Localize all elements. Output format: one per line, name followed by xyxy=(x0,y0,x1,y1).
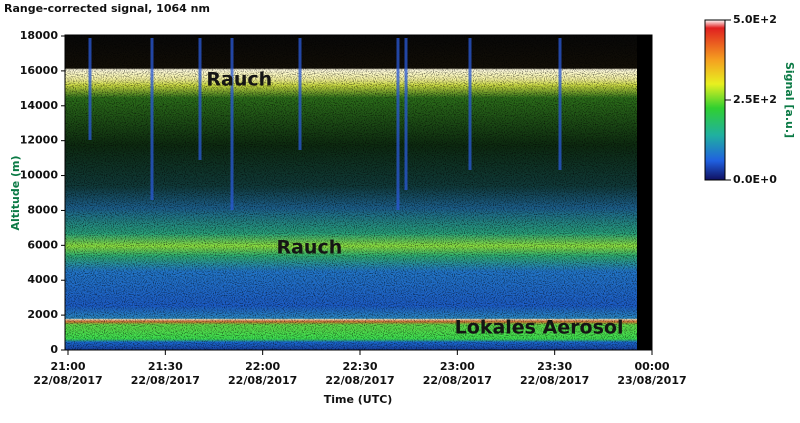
colorbar xyxy=(704,19,726,181)
x-tick-date: 22/08/2017 xyxy=(325,374,394,387)
colorbar-tick-label: 5.0E+2 xyxy=(733,13,777,26)
chart-title: Range-corrected signal, 1064 nm xyxy=(4,2,210,15)
y-tick-label: 0 xyxy=(50,343,58,356)
x-axis-label: Time (UTC) xyxy=(324,393,393,406)
colorbar-label: Signal [a.u.] xyxy=(783,62,796,138)
x-tick-date: 22/08/2017 xyxy=(228,374,297,387)
y-tick-label: 2000 xyxy=(27,308,58,321)
y-tick-label: 4000 xyxy=(27,273,58,286)
x-tick-label: 21:30 xyxy=(148,360,183,373)
x-tick-date: 22/08/2017 xyxy=(423,374,492,387)
x-tick-label: 22:30 xyxy=(342,360,377,373)
x-tick-date: 22/08/2017 xyxy=(131,374,200,387)
x-tick-label: 00:00 xyxy=(634,360,669,373)
plot-frame xyxy=(64,34,653,351)
x-tick-label: 23:00 xyxy=(440,360,475,373)
y-tick-label: 6000 xyxy=(27,238,58,251)
y-axis-label: Altitude (m) xyxy=(9,155,22,230)
x-tick-label: 22:00 xyxy=(245,360,280,373)
colorbar-tick-label: 2.5E+2 xyxy=(733,93,777,106)
annotation: Rauch xyxy=(206,68,272,90)
plot-image xyxy=(65,35,652,350)
y-tick-label: 10000 xyxy=(20,169,59,182)
colorbar-tick-label: 0.0E+0 xyxy=(733,173,777,186)
x-tick-date: 22/08/2017 xyxy=(33,374,102,387)
y-tick-label: 16000 xyxy=(20,64,59,77)
y-tick-label: 14000 xyxy=(20,99,59,112)
y-tick-label: 8000 xyxy=(27,203,58,216)
x-tick-label: 21:00 xyxy=(50,360,85,373)
annotation: Lokales Aerosol xyxy=(455,317,624,339)
x-tick-label: 23:30 xyxy=(537,360,572,373)
y-tick-label: 18000 xyxy=(20,29,59,42)
x-tick-date: 23/08/2017 xyxy=(617,374,686,387)
y-tick-label: 12000 xyxy=(20,134,59,147)
x-tick-date: 22/08/2017 xyxy=(520,374,589,387)
annotation: Rauch xyxy=(276,236,342,258)
